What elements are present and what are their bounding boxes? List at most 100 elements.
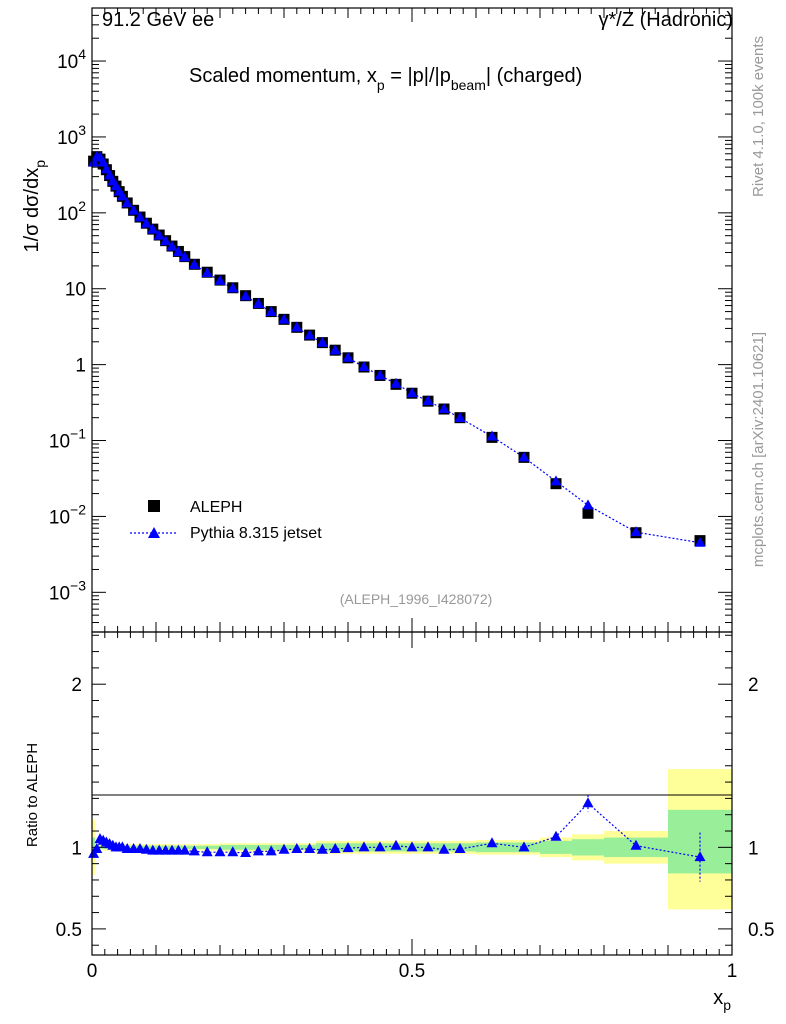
main-ytick-label: 103	[57, 122, 86, 149]
pythia-point	[147, 223, 159, 234]
pythia-point	[438, 403, 450, 414]
ratio-band-green	[572, 839, 604, 856]
ratio-point	[227, 846, 239, 857]
pythia-point	[694, 536, 706, 547]
main-panel: 10−3 10−2 10−1 1 10 102 103 104 Scaled momentum…	[21, 7, 733, 633]
pythia-point	[121, 197, 133, 208]
rivet-version-label: Rivet 4.1.0, 100k events	[750, 36, 767, 197]
pythia-point	[454, 412, 466, 423]
ratio-point	[240, 847, 252, 858]
pythia-point	[172, 246, 184, 257]
pythia-point	[550, 475, 562, 486]
main-ytick-label: 10−2	[49, 501, 86, 528]
pythia-point	[97, 156, 109, 167]
ratio-ytick-label-right: 0.5	[748, 920, 774, 941]
pythia-point	[518, 451, 530, 462]
main-ticks: 10−3 10−2 10−1 1 10 102 103 104	[49, 7, 733, 633]
main-frame	[91, 7, 733, 633]
mcplots-label: mcplots.cern.ch [arXiv:2401.10621]	[750, 332, 767, 567]
ratio-point	[630, 839, 642, 850]
legend-pythia-marker	[148, 527, 160, 538]
aleph-point	[582, 507, 594, 519]
legend: ALEPH Pythia 8.315 jetset	[130, 499, 322, 542]
pythia-point	[88, 156, 100, 167]
plot-title-b: = |p|/|p	[385, 65, 451, 87]
pythia-point	[582, 499, 594, 510]
pythia-point	[358, 361, 370, 372]
ratio-point	[454, 842, 466, 853]
pythia-point	[342, 351, 354, 362]
pythia-series	[88, 150, 706, 547]
main-ylabel: 1/σ dσ/dxp	[21, 160, 48, 253]
ratio-ytick-label-right: 2	[748, 675, 759, 696]
ratio-band-green	[95, 845, 220, 849]
legend-pythia-label: Pythia 8.315 jetset	[190, 525, 322, 542]
pythia-point	[166, 240, 178, 251]
ratio-panel: 0.5 0.51 12 20 0.5 1 Ratio to ALEPH xp	[24, 631, 774, 1013]
ratio-point	[374, 841, 386, 852]
xtick-label: 0	[87, 961, 98, 982]
pythia-point	[252, 297, 264, 308]
aleph-series	[88, 151, 706, 547]
pythia-point	[291, 321, 303, 332]
ratio-band-green	[220, 844, 316, 850]
ratio-point	[179, 844, 191, 855]
x-axis-label: xp	[713, 987, 731, 1013]
ratio-point	[422, 841, 434, 852]
ratio-ticks: 0.5 0.51 12 20 0.5 1	[56, 632, 774, 982]
ratio-bands	[92, 769, 732, 910]
pythia-point	[630, 526, 642, 537]
pythia-point	[486, 430, 498, 441]
plot-title: Scaled momentum, xp = |p|/|pbeam| (charg…	[189, 65, 582, 93]
legend-aleph-label: ALEPH	[190, 499, 242, 516]
xtick-label: 1	[727, 961, 738, 982]
main-ylabel-sub: p	[32, 160, 48, 168]
ratio-point	[406, 841, 418, 852]
ratio-point	[390, 839, 402, 850]
pythia-point	[304, 329, 316, 340]
ratio-point	[316, 843, 328, 854]
ratio-point	[582, 797, 594, 808]
pythia-point	[116, 190, 128, 201]
plot-title-c: | (charged)	[486, 65, 582, 87]
ratio-point	[291, 842, 303, 853]
ratio-point	[342, 842, 354, 853]
ratio-band-green	[540, 840, 572, 854]
ratio-ytick-label: 2	[71, 675, 82, 696]
main-ylabel-a: 1/σ dσ/dx	[21, 168, 43, 253]
ratio-point	[278, 843, 290, 854]
main-ytick-label: 10−3	[49, 577, 86, 604]
main-ytick-label: 102	[57, 198, 86, 225]
ratio-point	[694, 851, 706, 862]
ratio-ytick-label: 0.5	[56, 920, 82, 941]
ratio-point	[91, 842, 103, 853]
pythia-point	[201, 267, 213, 278]
pythia-point	[278, 313, 290, 324]
pythia-point	[329, 344, 341, 355]
pythia-main-line	[93, 156, 701, 544]
main-ytick-label: 10−1	[49, 426, 86, 453]
pythia-point	[134, 211, 146, 222]
x-axis-label-sub: p	[723, 997, 731, 1013]
ratio-point	[304, 842, 316, 853]
x-axis-label-a: x	[713, 987, 723, 1009]
ratio-point	[358, 841, 370, 852]
ratio-point	[201, 846, 213, 857]
pythia-point	[422, 395, 434, 406]
ratio-point	[188, 845, 200, 856]
pythia-point	[390, 377, 402, 388]
pythia-point	[153, 229, 165, 240]
ratio-point	[518, 841, 530, 852]
ratio-line	[93, 802, 701, 858]
analysis-watermark: (ALEPH_1996_I428072)	[340, 591, 493, 607]
main-ytick-label: 10	[65, 280, 86, 301]
ratio-series	[88, 795, 706, 882]
ratio-point	[329, 842, 341, 853]
pythia-line	[93, 156, 701, 544]
process-label: γ*/Z (Hadronic)	[599, 9, 733, 31]
ratio-band-green	[476, 842, 540, 853]
ratio-ytick-label-right: 1	[748, 838, 759, 859]
energy-label: 91.2 GeV ee	[102, 9, 214, 31]
ratio-ytick-label: 1	[71, 838, 82, 859]
